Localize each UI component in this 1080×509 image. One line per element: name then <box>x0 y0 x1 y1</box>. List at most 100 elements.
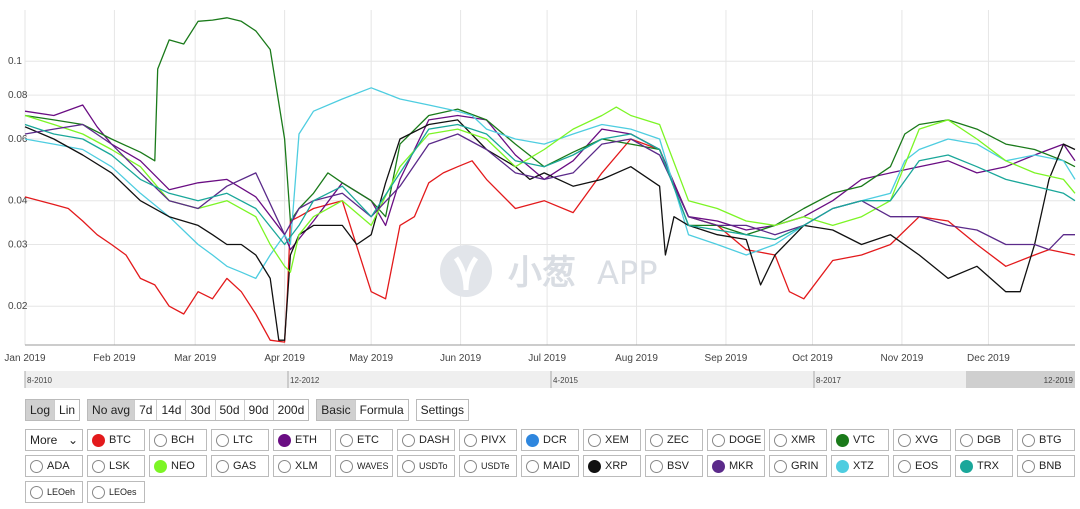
coin-toggle-pivx[interactable]: PIVX <box>459 429 517 451</box>
coin-toggle-ada[interactable]: ADA <box>25 455 83 477</box>
coin-toggle-leoeh[interactable]: LEOeh <box>25 481 83 503</box>
coin-toggle-zec[interactable]: ZEC <box>645 429 703 451</box>
radio-icon <box>960 460 973 473</box>
series-line-xtz <box>25 88 1075 279</box>
mode-basic-button[interactable]: Basic <box>317 400 355 420</box>
radio-icon <box>216 434 229 447</box>
coin-toggle-btc[interactable]: BTC <box>87 429 145 451</box>
coin-label: XRP <box>605 460 628 472</box>
radio-icon <box>464 434 477 447</box>
mode-formula-button[interactable]: Formula <box>356 400 408 420</box>
coin-toggle-xvg[interactable]: XVG <box>893 429 951 451</box>
coin-toggle-mkr[interactable]: MKR <box>707 455 765 477</box>
avg-7d-button[interactable]: 7d <box>135 400 157 420</box>
navigator-label: 4-2015 <box>553 376 578 385</box>
mode-toggle: Basic Formula <box>316 399 408 421</box>
coin-label: NEO <box>171 460 195 472</box>
coin-toggle-ltc[interactable]: LTC <box>211 429 269 451</box>
coin-toggle-xrp[interactable]: XRP <box>583 455 641 477</box>
navigator-track[interactable] <box>25 371 1075 388</box>
coin-toggle-lsk[interactable]: LSK <box>87 455 145 477</box>
coin-toggle-xtz[interactable]: XTZ <box>831 455 889 477</box>
coin-toggle-xem[interactable]: XEM <box>583 429 641 451</box>
navigator-label: 12-2012 <box>290 376 320 385</box>
coin-toggle-usdto[interactable]: USDTo <box>397 455 455 477</box>
radio-icon <box>836 434 849 447</box>
radio-icon <box>960 434 973 447</box>
radio-icon <box>836 460 849 473</box>
coin-toggle-gas[interactable]: GAS <box>211 455 269 477</box>
coin-toggle-waves[interactable]: WAVES <box>335 455 393 477</box>
radio-icon <box>588 460 601 473</box>
coin-toggle-etc[interactable]: ETC <box>335 429 393 451</box>
avg-90d-button[interactable]: 90d <box>245 400 274 420</box>
avg-200d-button[interactable]: 200d <box>274 400 309 420</box>
y-tick-label: 0.06 <box>8 134 28 145</box>
coin-label: BTG <box>1039 434 1062 446</box>
radio-icon <box>154 434 167 447</box>
radio-icon <box>898 460 911 473</box>
scale-log-button[interactable]: Log <box>26 400 55 420</box>
coin-toggle-dgb[interactable]: DGB <box>955 429 1013 451</box>
coin-label: XTZ <box>853 460 874 472</box>
settings-settings-button[interactable]: Settings <box>417 400 468 420</box>
coin-label: LEOeh <box>47 487 75 497</box>
coin-toggle-xmr[interactable]: XMR <box>769 429 827 451</box>
series-line-btc <box>25 139 1075 342</box>
coin-row: More ⌄ BTC BCH LTC ETH ETC DASH PIVX DCR XEM ZEC DOG… <box>25 429 1075 451</box>
y-tick-label: 0.08 <box>8 90 28 101</box>
y-tick-label: 0.03 <box>8 239 28 250</box>
coin-toggle-bsv[interactable]: BSV <box>645 455 703 477</box>
x-tick-label: Mar 2019 <box>174 353 217 364</box>
coin-label: DOGE <box>729 434 761 446</box>
coin-toggle-bch[interactable]: BCH <box>149 429 207 451</box>
coin-toggle-dash[interactable]: DASH <box>397 429 455 451</box>
radio-icon <box>526 434 539 447</box>
avg-30d-button[interactable]: 30d <box>186 400 215 420</box>
coin-label: DASH <box>419 434 450 446</box>
x-tick-label: Jul 2019 <box>528 353 566 364</box>
coin-toggle-eth[interactable]: ETH <box>273 429 331 451</box>
coin-label: XMR <box>791 434 815 446</box>
radio-icon <box>712 434 725 447</box>
series-line-vtc <box>25 18 1075 235</box>
coin-toggle-trx[interactable]: TRX <box>955 455 1013 477</box>
x-tick-label: Jun 2019 <box>440 353 482 364</box>
coin-toggle-neo[interactable]: NEO <box>149 455 207 477</box>
coin-label: EOS <box>915 460 938 472</box>
radio-icon <box>402 460 415 473</box>
coin-selector: More ⌄ BTC BCH LTC ETH ETC DASH PIVX DCR XEM ZEC DOG… <box>25 429 1075 507</box>
avg-50d-button[interactable]: 50d <box>216 400 245 420</box>
coin-row: ADA LSK NEO GAS XLM WAVES USDTo USDTe MAID XRP BSV… <box>25 455 1075 477</box>
x-tick-label: Jan 2019 <box>4 353 46 364</box>
coin-toggle-usdte[interactable]: USDTe <box>459 455 517 477</box>
scale-lin-button[interactable]: Lin <box>55 400 79 420</box>
coin-label: XLM <box>295 460 318 472</box>
coin-row: LEOeh LEOes <box>25 481 1075 503</box>
coin-toggle-doge[interactable]: DOGE <box>707 429 765 451</box>
coin-toggle-vtc[interactable]: VTC <box>831 429 889 451</box>
y-tick-label: 0.1 <box>8 56 22 67</box>
navigator[interactable]: 8-2010 12-2012 4-2015 8-2017 12-2019 <box>25 371 1075 388</box>
x-tick-label: Nov 2019 <box>881 353 924 364</box>
radio-icon <box>30 486 43 499</box>
coin-label: WAVES <box>357 461 389 471</box>
avg-no-avg-button[interactable]: No avg <box>88 400 135 420</box>
coin-toggle-eos[interactable]: EOS <box>893 455 951 477</box>
avg-14d-button[interactable]: 14d <box>157 400 186 420</box>
coin-toggle-bnb[interactable]: BNB <box>1017 455 1075 477</box>
coin-toggle-maid[interactable]: MAID <box>521 455 579 477</box>
coin-toggle-btg[interactable]: BTG <box>1017 429 1075 451</box>
coin-toggle-dcr[interactable]: DCR <box>521 429 579 451</box>
series <box>25 18 1075 342</box>
chart: 0.1 0.08 0.06 0.04 0.03 0.02 Jan 2019 Feb 2019… <box>0 0 1080 395</box>
watermark-cn: 小葱 <box>508 253 576 293</box>
coin-label: LTC <box>233 434 253 446</box>
coin-toggle-xlm[interactable]: XLM <box>273 455 331 477</box>
coin-label: PIVX <box>481 434 506 446</box>
coin-toggle-leoes[interactable]: LEOes <box>87 481 145 503</box>
more-dropdown[interactable]: More ⌄ <box>25 429 83 451</box>
coin-toggle-grin[interactable]: GRIN <box>769 455 827 477</box>
coin-label: ZEC <box>667 434 689 446</box>
radio-icon <box>774 434 787 447</box>
